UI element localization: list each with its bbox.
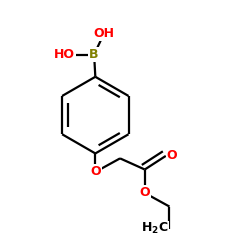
Text: $\mathregular{H_2C}$: $\mathregular{H_2C}$ <box>141 221 168 236</box>
Text: HO: HO <box>54 48 75 61</box>
Text: O: O <box>90 166 101 178</box>
Text: O: O <box>167 150 177 162</box>
Text: B: B <box>89 48 99 61</box>
Text: O: O <box>140 186 150 200</box>
Text: OH: OH <box>94 27 114 40</box>
